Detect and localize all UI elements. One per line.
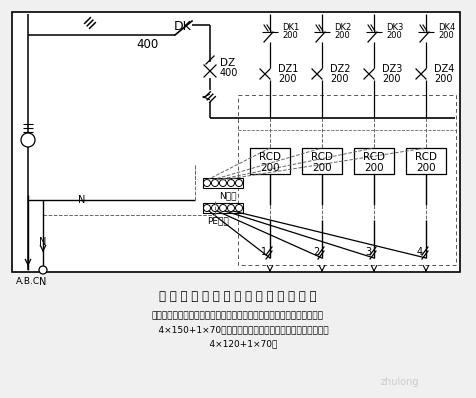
Text: N: N bbox=[78, 195, 85, 205]
Text: DK1: DK1 bbox=[281, 23, 298, 33]
Text: 200: 200 bbox=[329, 74, 348, 84]
Circle shape bbox=[235, 205, 242, 211]
Circle shape bbox=[227, 179, 234, 187]
Text: 200: 200 bbox=[433, 74, 452, 84]
Circle shape bbox=[203, 179, 210, 187]
Text: 200: 200 bbox=[416, 163, 435, 173]
Text: RCD: RCD bbox=[362, 152, 384, 162]
Text: N排洿: N排洿 bbox=[219, 191, 236, 201]
Text: 总 配 电 筱 及 分 路 漏 电 保 护 器 系 统 图: 总 配 电 筱 及 分 路 漏 电 保 护 器 系 统 图 bbox=[159, 289, 316, 302]
Circle shape bbox=[203, 205, 210, 211]
Text: 200: 200 bbox=[278, 74, 296, 84]
Text: 1: 1 bbox=[260, 247, 267, 257]
Text: 200: 200 bbox=[281, 31, 297, 41]
Text: 200: 200 bbox=[259, 163, 279, 173]
Text: DZ2: DZ2 bbox=[329, 64, 350, 74]
Text: DK4: DK4 bbox=[437, 23, 454, 33]
Circle shape bbox=[219, 179, 226, 187]
Bar bbox=[203, 203, 242, 213]
Text: 4×150+1×70，总配电筱连接各分配筱的电缆为橡套软电缆: 4×150+1×70，总配电筱连接各分配筱的电缆为橡套软电缆 bbox=[147, 326, 328, 334]
Text: RCD: RCD bbox=[310, 152, 332, 162]
Bar bbox=[353, 148, 393, 174]
Bar bbox=[12, 12, 459, 272]
Text: 200: 200 bbox=[385, 31, 401, 41]
Text: 2: 2 bbox=[312, 247, 318, 257]
Circle shape bbox=[211, 205, 218, 211]
Circle shape bbox=[227, 205, 234, 211]
Text: DK: DK bbox=[174, 21, 191, 33]
Text: N: N bbox=[39, 277, 47, 287]
Circle shape bbox=[235, 179, 242, 187]
Bar bbox=[238, 95, 455, 265]
Text: N: N bbox=[39, 237, 47, 247]
Text: 4: 4 bbox=[416, 247, 422, 257]
Text: 200: 200 bbox=[363, 163, 383, 173]
Text: DZ: DZ bbox=[219, 58, 235, 68]
Text: 200: 200 bbox=[381, 74, 400, 84]
Text: 200: 200 bbox=[333, 31, 349, 41]
Bar bbox=[405, 148, 445, 174]
Text: PE排洿: PE排洿 bbox=[207, 217, 228, 226]
Text: RCD: RCD bbox=[258, 152, 280, 162]
Text: 4×120+1×70．: 4×120+1×70． bbox=[198, 339, 277, 349]
Text: DK3: DK3 bbox=[385, 23, 403, 33]
Text: 200: 200 bbox=[311, 163, 331, 173]
Bar bbox=[249, 148, 289, 174]
Text: 200: 200 bbox=[437, 31, 453, 41]
Text: 400: 400 bbox=[219, 68, 238, 78]
Text: DZ3: DZ3 bbox=[381, 64, 402, 74]
Circle shape bbox=[21, 133, 35, 147]
Bar bbox=[301, 148, 341, 174]
Text: DZ4: DZ4 bbox=[433, 64, 454, 74]
Text: RCD: RCD bbox=[414, 152, 436, 162]
Circle shape bbox=[219, 205, 226, 211]
Bar bbox=[203, 178, 242, 188]
Text: zhulong: zhulong bbox=[380, 377, 418, 387]
Text: 400: 400 bbox=[137, 39, 159, 51]
Text: DK2: DK2 bbox=[333, 23, 350, 33]
Text: 3: 3 bbox=[364, 247, 370, 257]
Text: DZ1: DZ1 bbox=[278, 64, 298, 74]
Circle shape bbox=[39, 266, 47, 274]
Circle shape bbox=[211, 179, 218, 187]
Text: A.B.C: A.B.C bbox=[16, 277, 40, 287]
Text: 注：上图为总配电筱前接线图，由电源接入总配电筱的电缆为橡套软电缆: 注：上图为总配电筱前接线图，由电源接入总配电筱的电缆为橡套软电缆 bbox=[152, 312, 323, 320]
